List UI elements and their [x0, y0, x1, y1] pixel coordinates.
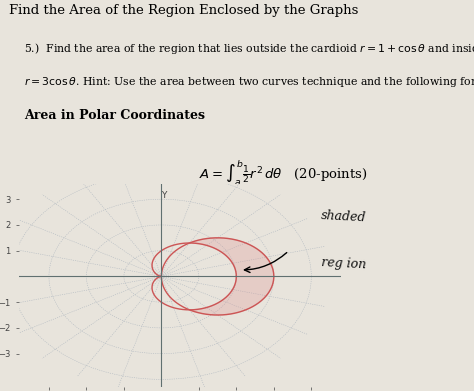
Text: reg ion: reg ion: [321, 256, 366, 271]
Polygon shape: [190, 238, 274, 315]
Text: Find the Area of the Region Enclosed by the Graphs: Find the Area of the Region Enclosed by …: [9, 4, 359, 17]
Text: 5.)  Find the area of the region that lies outside the cardioid $r=1+\cos\theta$: 5.) Find the area of the region that lie…: [24, 41, 474, 56]
Text: shaded: shaded: [321, 209, 367, 224]
Text: Area in Polar Coordinates: Area in Polar Coordinates: [24, 109, 205, 122]
Text: $r=3\cos\theta$. Hint: Use the area between two curves technique and the followi: $r=3\cos\theta$. Hint: Use the area betw…: [24, 75, 474, 89]
Text: $A = \int_a^b \frac{1}{2}r^2\,d\theta$   (20-points): $A = \int_a^b \frac{1}{2}r^2\,d\theta$ (…: [199, 158, 368, 187]
Text: Y: Y: [161, 192, 167, 201]
